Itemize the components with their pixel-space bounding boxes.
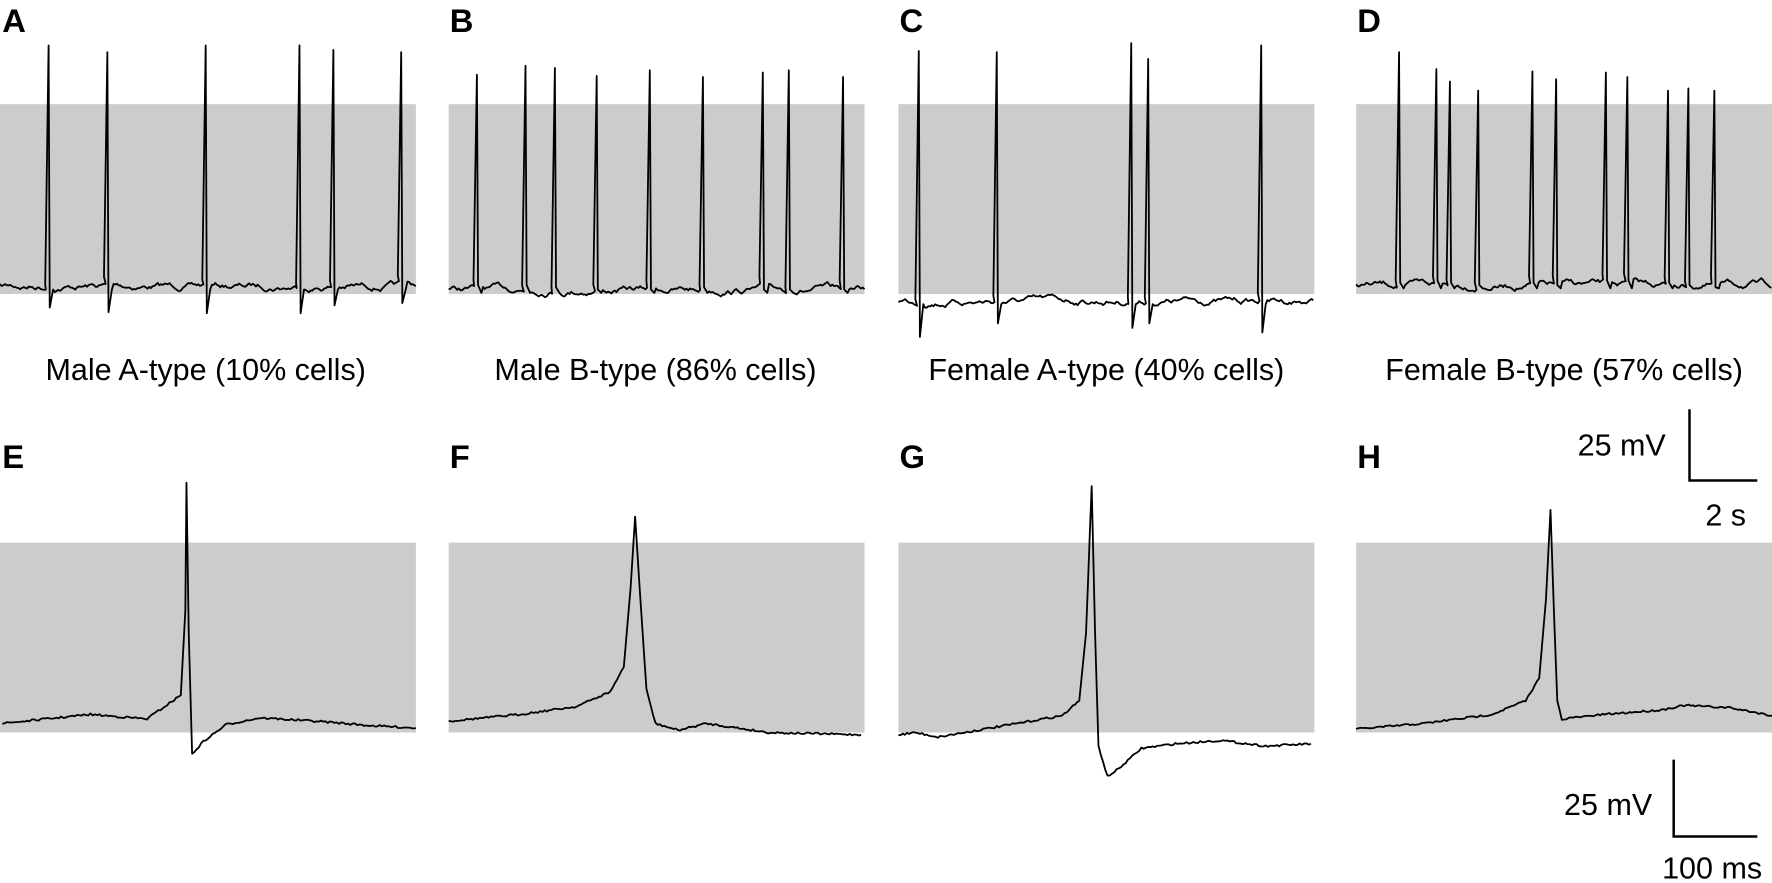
panel-caption: Male B-type (86% cells) [494,353,816,387]
shaded-range [898,104,1315,295]
panel-caption: Male A-type (10% cells) [45,353,365,387]
shaded-range [448,542,865,733]
panel-letter: D [1357,2,1381,39]
panel-letter: A [2,2,26,39]
panel-letter: B [450,2,474,39]
scale-bar-lines [1672,759,1758,838]
panel-letter: F [450,438,470,475]
shaded-range [0,542,416,733]
shaded-range [448,104,865,295]
traces [0,42,1772,777]
panel-letter: G [900,438,926,475]
voltage-trace [448,64,866,299]
panel-caption: Female A-type (40% cells) [928,353,1284,387]
shaded-range [0,104,416,295]
voltage-trace [448,515,862,737]
panel-caption: Female B-type (57% cells) [1385,353,1743,387]
panel-letter: C [900,2,924,39]
voltage-trace [898,42,1314,338]
shaded-range [1356,104,1772,295]
scale-voltage: 25 mV [1578,429,1667,463]
panel-letter: E [2,438,24,475]
shaded-range [1356,542,1772,733]
shaded-range [898,542,1315,733]
voltage-trace [1355,508,1772,730]
voltage-trace [2,481,417,755]
backgrounds [0,104,1772,733]
voltage-trace [0,44,417,315]
panel-letter: H [1357,438,1381,475]
scale-time: 2 s [1705,499,1746,533]
voltage-trace [1355,51,1772,293]
scale-bar: 25 mV 2 s [1578,409,1758,533]
scale-voltage: 25 mV [1564,788,1653,822]
scale-bar-lines [1688,409,1758,482]
voltage-trace [898,485,1312,777]
scale-time: 100 ms [1662,851,1762,883]
scale-bar: 25 mV 100 ms [1564,759,1762,883]
